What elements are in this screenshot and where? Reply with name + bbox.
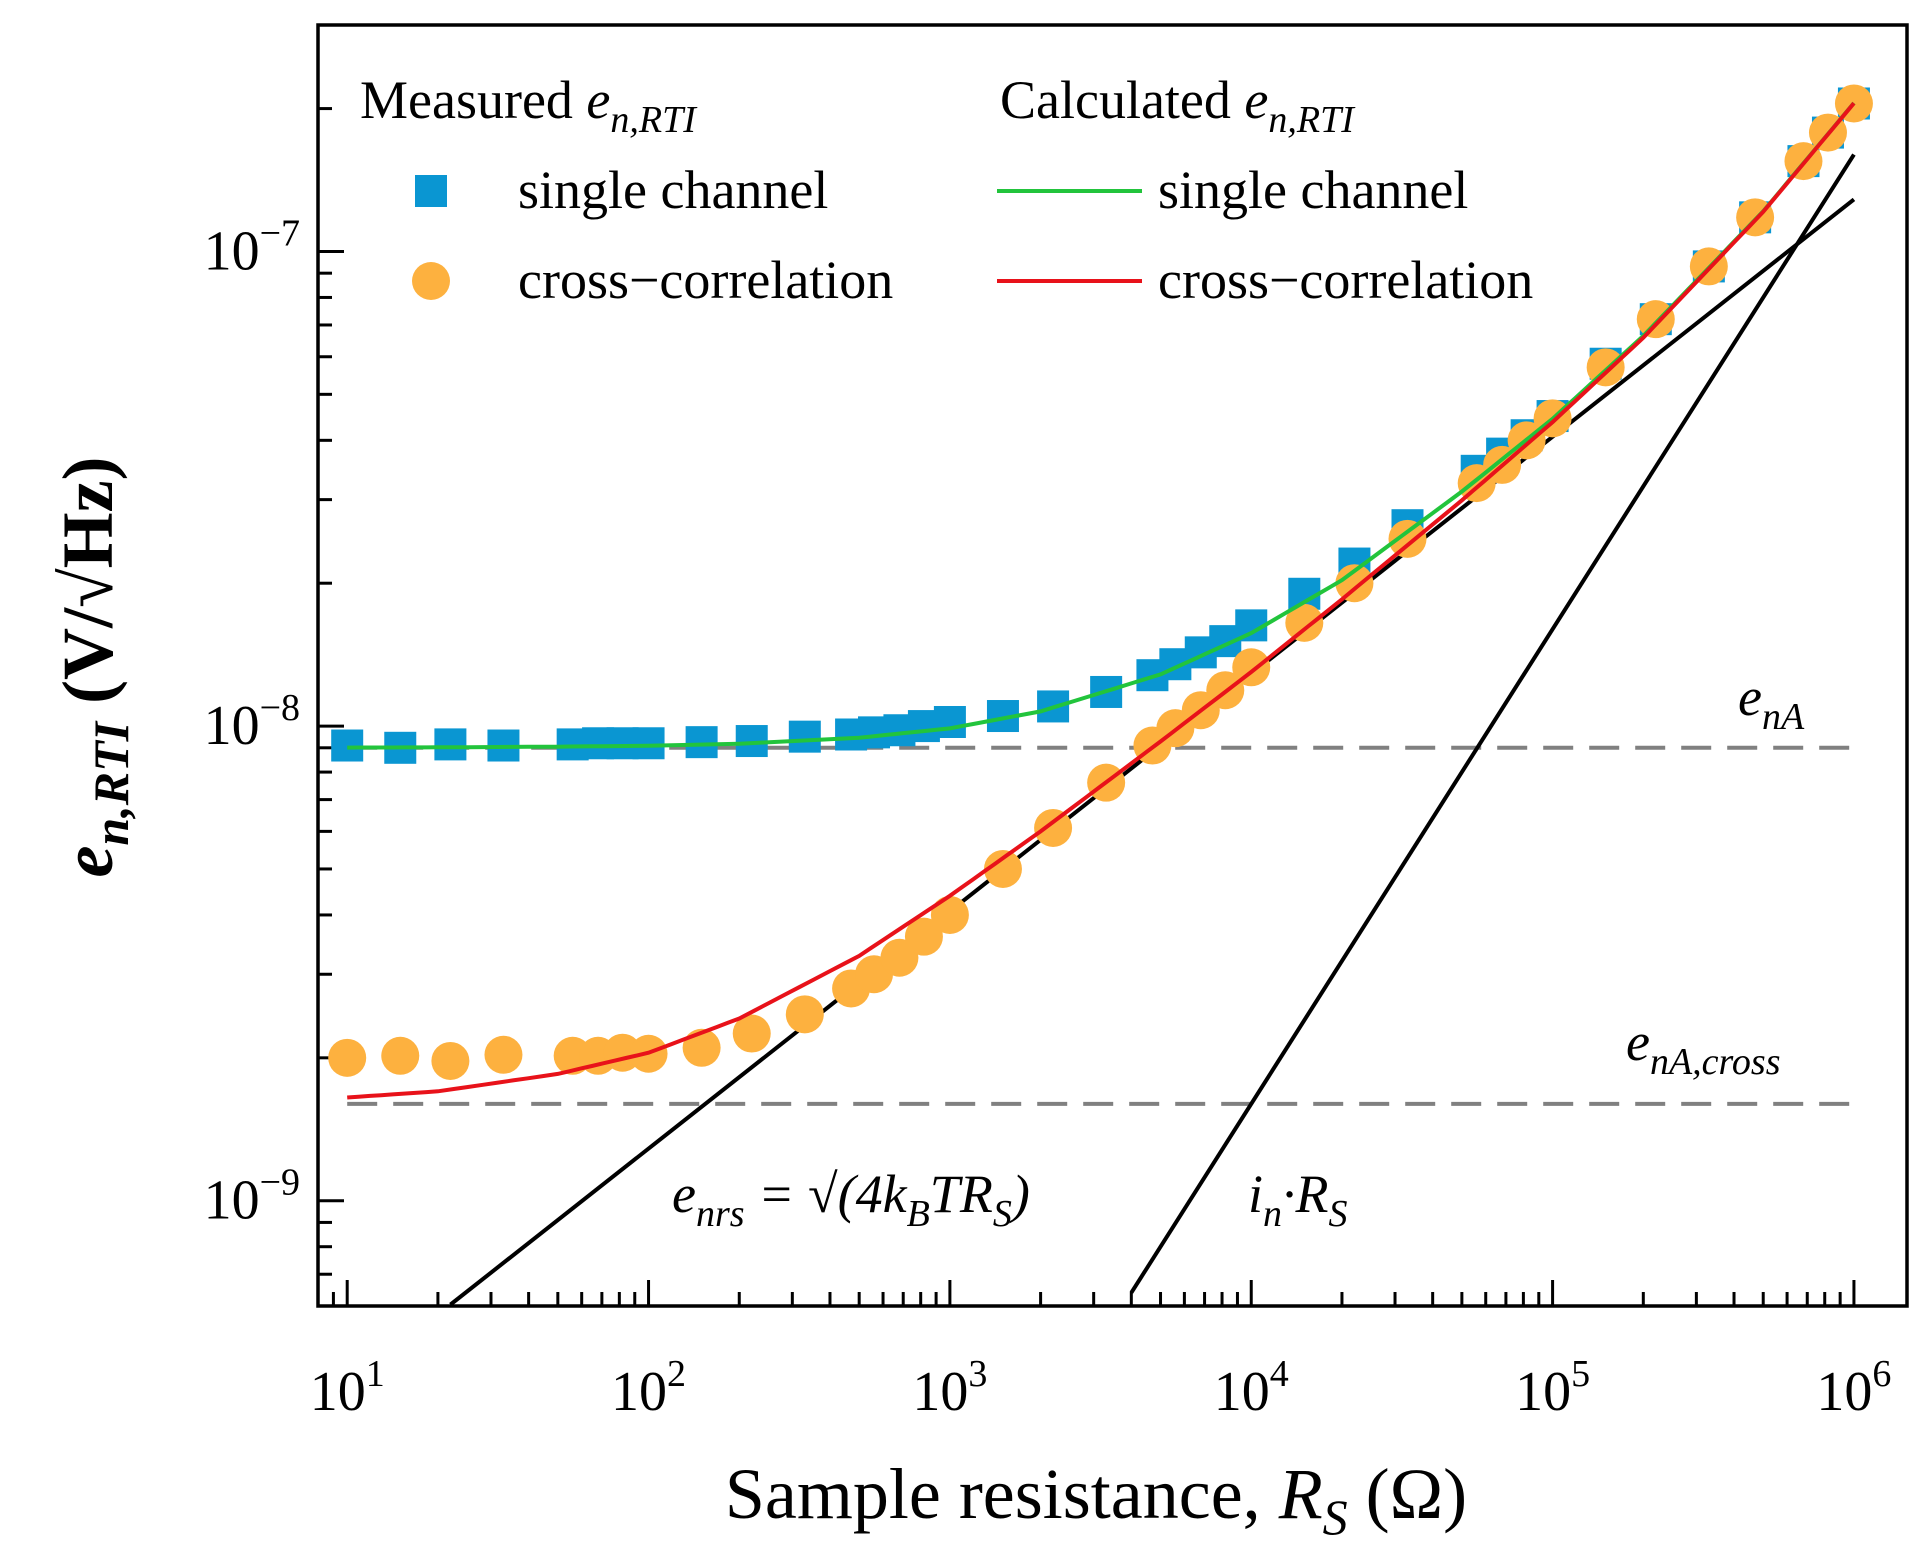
axis-ticks	[316, 23, 1856, 1308]
single-channel-point	[434, 728, 467, 761]
single-channel-point	[933, 705, 966, 738]
y-axis-title: en,RTI (V/√Hz)	[48, 456, 139, 877]
x-tick-base: 10	[1214, 1361, 1270, 1423]
cross-correlation-point	[983, 849, 1022, 888]
cross-correlation-point	[484, 1035, 523, 1074]
y-tick-exp: −9	[260, 1162, 300, 1204]
cross-correlation-point	[1034, 808, 1073, 847]
cross-correlation-point	[1636, 300, 1675, 339]
x-tick-base: 10	[1515, 1361, 1571, 1423]
x-tick-label: 104	[1214, 1353, 1289, 1423]
cross-correlation-point	[785, 995, 824, 1034]
calculated-curves	[347, 101, 1856, 1100]
current-noise-line	[1129, 153, 1856, 1294]
cross-correlation-point	[431, 1041, 470, 1080]
legend-circle-marker	[412, 262, 450, 300]
y-tick-base: 10	[204, 1170, 260, 1232]
plot-area	[318, 25, 1907, 1306]
single-channel-point	[632, 727, 665, 760]
cross-correlation-point	[732, 1014, 771, 1053]
x-tick-base: 10	[912, 1361, 968, 1423]
x-tick-exp: 3	[968, 1353, 987, 1395]
y-tick-label: 10−8	[204, 687, 300, 757]
x-axis-title: Sample resistance, RS (Ω)	[725, 1454, 1467, 1545]
cross-correlation-point	[1285, 603, 1324, 642]
x-tick-label: 103	[912, 1353, 987, 1423]
single-channel-point	[788, 720, 821, 753]
calculated-cross-correlation-curve	[347, 101, 1856, 1100]
y-tick-label: 10−9	[204, 1162, 300, 1232]
cross-correlation-point	[904, 917, 943, 956]
x-tick-label: 102	[611, 1353, 686, 1423]
annotation-enA: enA	[1738, 667, 1805, 738]
legend-label-measured-cross: cross−correlation	[518, 250, 893, 310]
cross-correlation-point	[1388, 519, 1427, 558]
y-tick-exp: −8	[260, 687, 300, 729]
x-tick-base: 10	[611, 1361, 667, 1423]
cross-correlation-point	[1335, 564, 1374, 603]
y-tick-base: 10	[204, 220, 260, 282]
legend-label-measured-single: single channel	[518, 160, 828, 220]
y-tick-exp: −7	[260, 212, 300, 254]
x-tick-exp: 4	[1270, 1353, 1289, 1395]
legend-measured-title: Measured en,RTI	[360, 70, 698, 141]
legend-label-calc-single: single channel	[1158, 160, 1468, 220]
legend-label-calc-cross: cross−correlation	[1158, 250, 1533, 310]
y-tick-base: 10	[204, 695, 260, 757]
cross-correlation-point	[930, 895, 969, 934]
x-tick-exp: 5	[1571, 1353, 1590, 1395]
legend: Measured en,RTI Calculated en,RTI single…	[360, 70, 1533, 310]
annotation-enA-cross: enA,cross	[1626, 1012, 1781, 1083]
x-tick-base: 10	[1816, 1361, 1872, 1423]
x-tick-exp: 1	[366, 1353, 385, 1395]
legend-calculated-title: Calculated en,RTI	[1000, 70, 1356, 141]
cross-correlation-point	[381, 1036, 420, 1075]
x-tick-label: 106	[1816, 1353, 1891, 1423]
x-tick-exp: 2	[667, 1353, 686, 1395]
annotation-current-noise: in·RS	[1248, 1164, 1348, 1235]
x-tick-label: 101	[310, 1353, 385, 1423]
x-tick-label: 105	[1515, 1353, 1590, 1423]
annotation-thermal-noise: enrs = √(4kBTRS)	[672, 1164, 1030, 1235]
single-channel-point	[685, 726, 718, 759]
plot-frame	[316, 23, 1909, 1308]
x-tick-base: 10	[310, 1361, 366, 1423]
legend-square-marker	[415, 175, 447, 207]
cross-correlation-point	[328, 1038, 367, 1077]
y-tick-label: 10−7	[204, 212, 300, 282]
x-tick-exp: 6	[1872, 1353, 1891, 1395]
